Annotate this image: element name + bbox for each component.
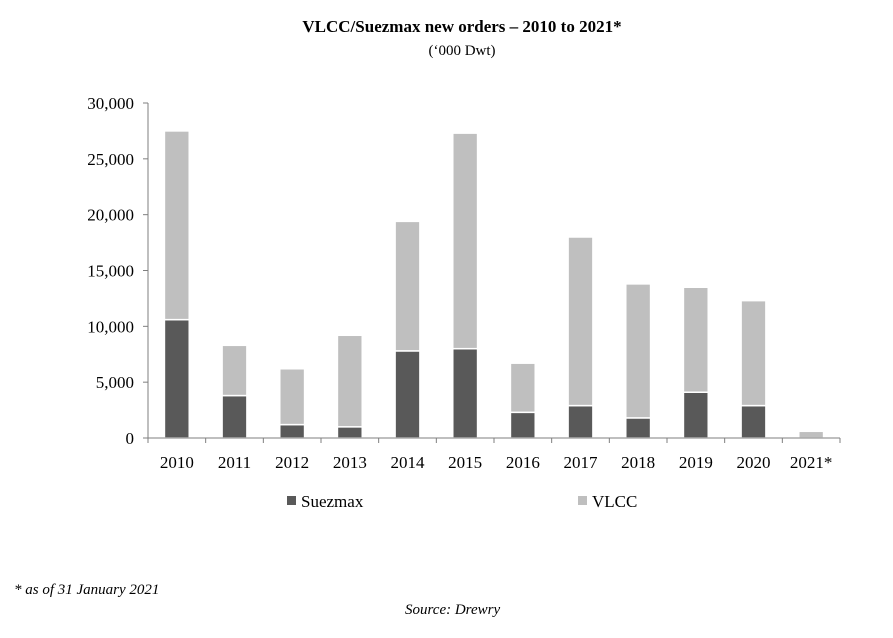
chart-subtitle: (‘000 Dwt)	[428, 43, 495, 59]
bar-vlcc-2015	[452, 132, 479, 350]
x-tick-label: 2021*	[790, 453, 833, 472]
legend-swatch-vlcc	[578, 496, 587, 505]
legend-swatch-suezmax	[287, 496, 296, 505]
x-tick-label: 2019	[679, 453, 713, 472]
bar-vlcc-2014	[394, 220, 421, 352]
chart-title: VLCC/Suezmax new orders – 2010 to 2021*	[302, 17, 621, 36]
x-tick-label: 2015	[448, 453, 482, 472]
legend-label-suezmax: Suezmax	[301, 492, 364, 511]
bars	[163, 130, 825, 439]
bar-vlcc-2020	[740, 299, 767, 407]
stacked-bar-chart: VLCC/Suezmax new orders – 2010 to 2021* …	[87, 17, 841, 511]
bar-suezmax-2018	[625, 417, 652, 439]
y-tick-label: 20,000	[87, 206, 134, 225]
bar-vlcc-2019	[682, 286, 709, 393]
y-tick-label: 5,000	[96, 373, 134, 392]
bar-vlcc-2012	[279, 368, 306, 426]
bar-vlcc-2021	[798, 430, 825, 439]
bar-vlcc-2011	[221, 344, 248, 397]
bar-vlcc-2017	[567, 236, 594, 407]
source-note: Source: Drewry	[405, 602, 501, 618]
x-tick-label: 2012	[275, 453, 309, 472]
bar-vlcc-2013	[336, 334, 363, 428]
bar-vlcc-2010	[163, 130, 190, 321]
x-tick-label: 2014	[391, 453, 426, 472]
x-tick-label: 2011	[218, 453, 251, 472]
bar-vlcc-2018	[625, 283, 652, 419]
bar-suezmax-2016	[509, 411, 536, 439]
x-tick-label: 2020	[737, 453, 771, 472]
bar-suezmax-2014	[394, 350, 421, 439]
bar-suezmax-2011	[221, 394, 248, 439]
legend-label-vlcc: VLCC	[592, 492, 637, 511]
y-tick-label: 25,000	[87, 150, 134, 169]
x-tick-label: 2010	[160, 453, 194, 472]
y-axis: 0 5,000 10,000 15,000 20,000 25,000 30,000	[87, 94, 149, 448]
y-tick-label: 0	[126, 429, 135, 448]
x-tick-label: 2017	[564, 453, 599, 472]
y-tick-label: 30,000	[87, 94, 134, 113]
bar-suezmax-2012	[279, 423, 306, 439]
bar-suezmax-2010	[163, 318, 190, 439]
bar-vlcc-2016	[509, 362, 536, 414]
bar-suezmax-2017	[567, 404, 594, 439]
x-tick-label: 2016	[506, 453, 540, 472]
legend: Suezmax VLCC	[287, 492, 637, 511]
bar-suezmax-2020	[740, 404, 767, 439]
bar-suezmax-2019	[682, 391, 709, 439]
footnote: * as of 31 January 2021	[14, 582, 160, 598]
x-axis: 2010 2011 2012 2013 2014 2015 2016 2017 2018 2019…	[147, 437, 841, 472]
x-tick-label: 2013	[333, 453, 367, 472]
x-tick-label: 2018	[621, 453, 655, 472]
bar-suezmax-2013	[336, 426, 363, 439]
y-tick-label: 15,000	[87, 262, 134, 281]
y-tick-label: 10,000	[87, 317, 134, 336]
bar-suezmax-2015	[452, 347, 479, 439]
